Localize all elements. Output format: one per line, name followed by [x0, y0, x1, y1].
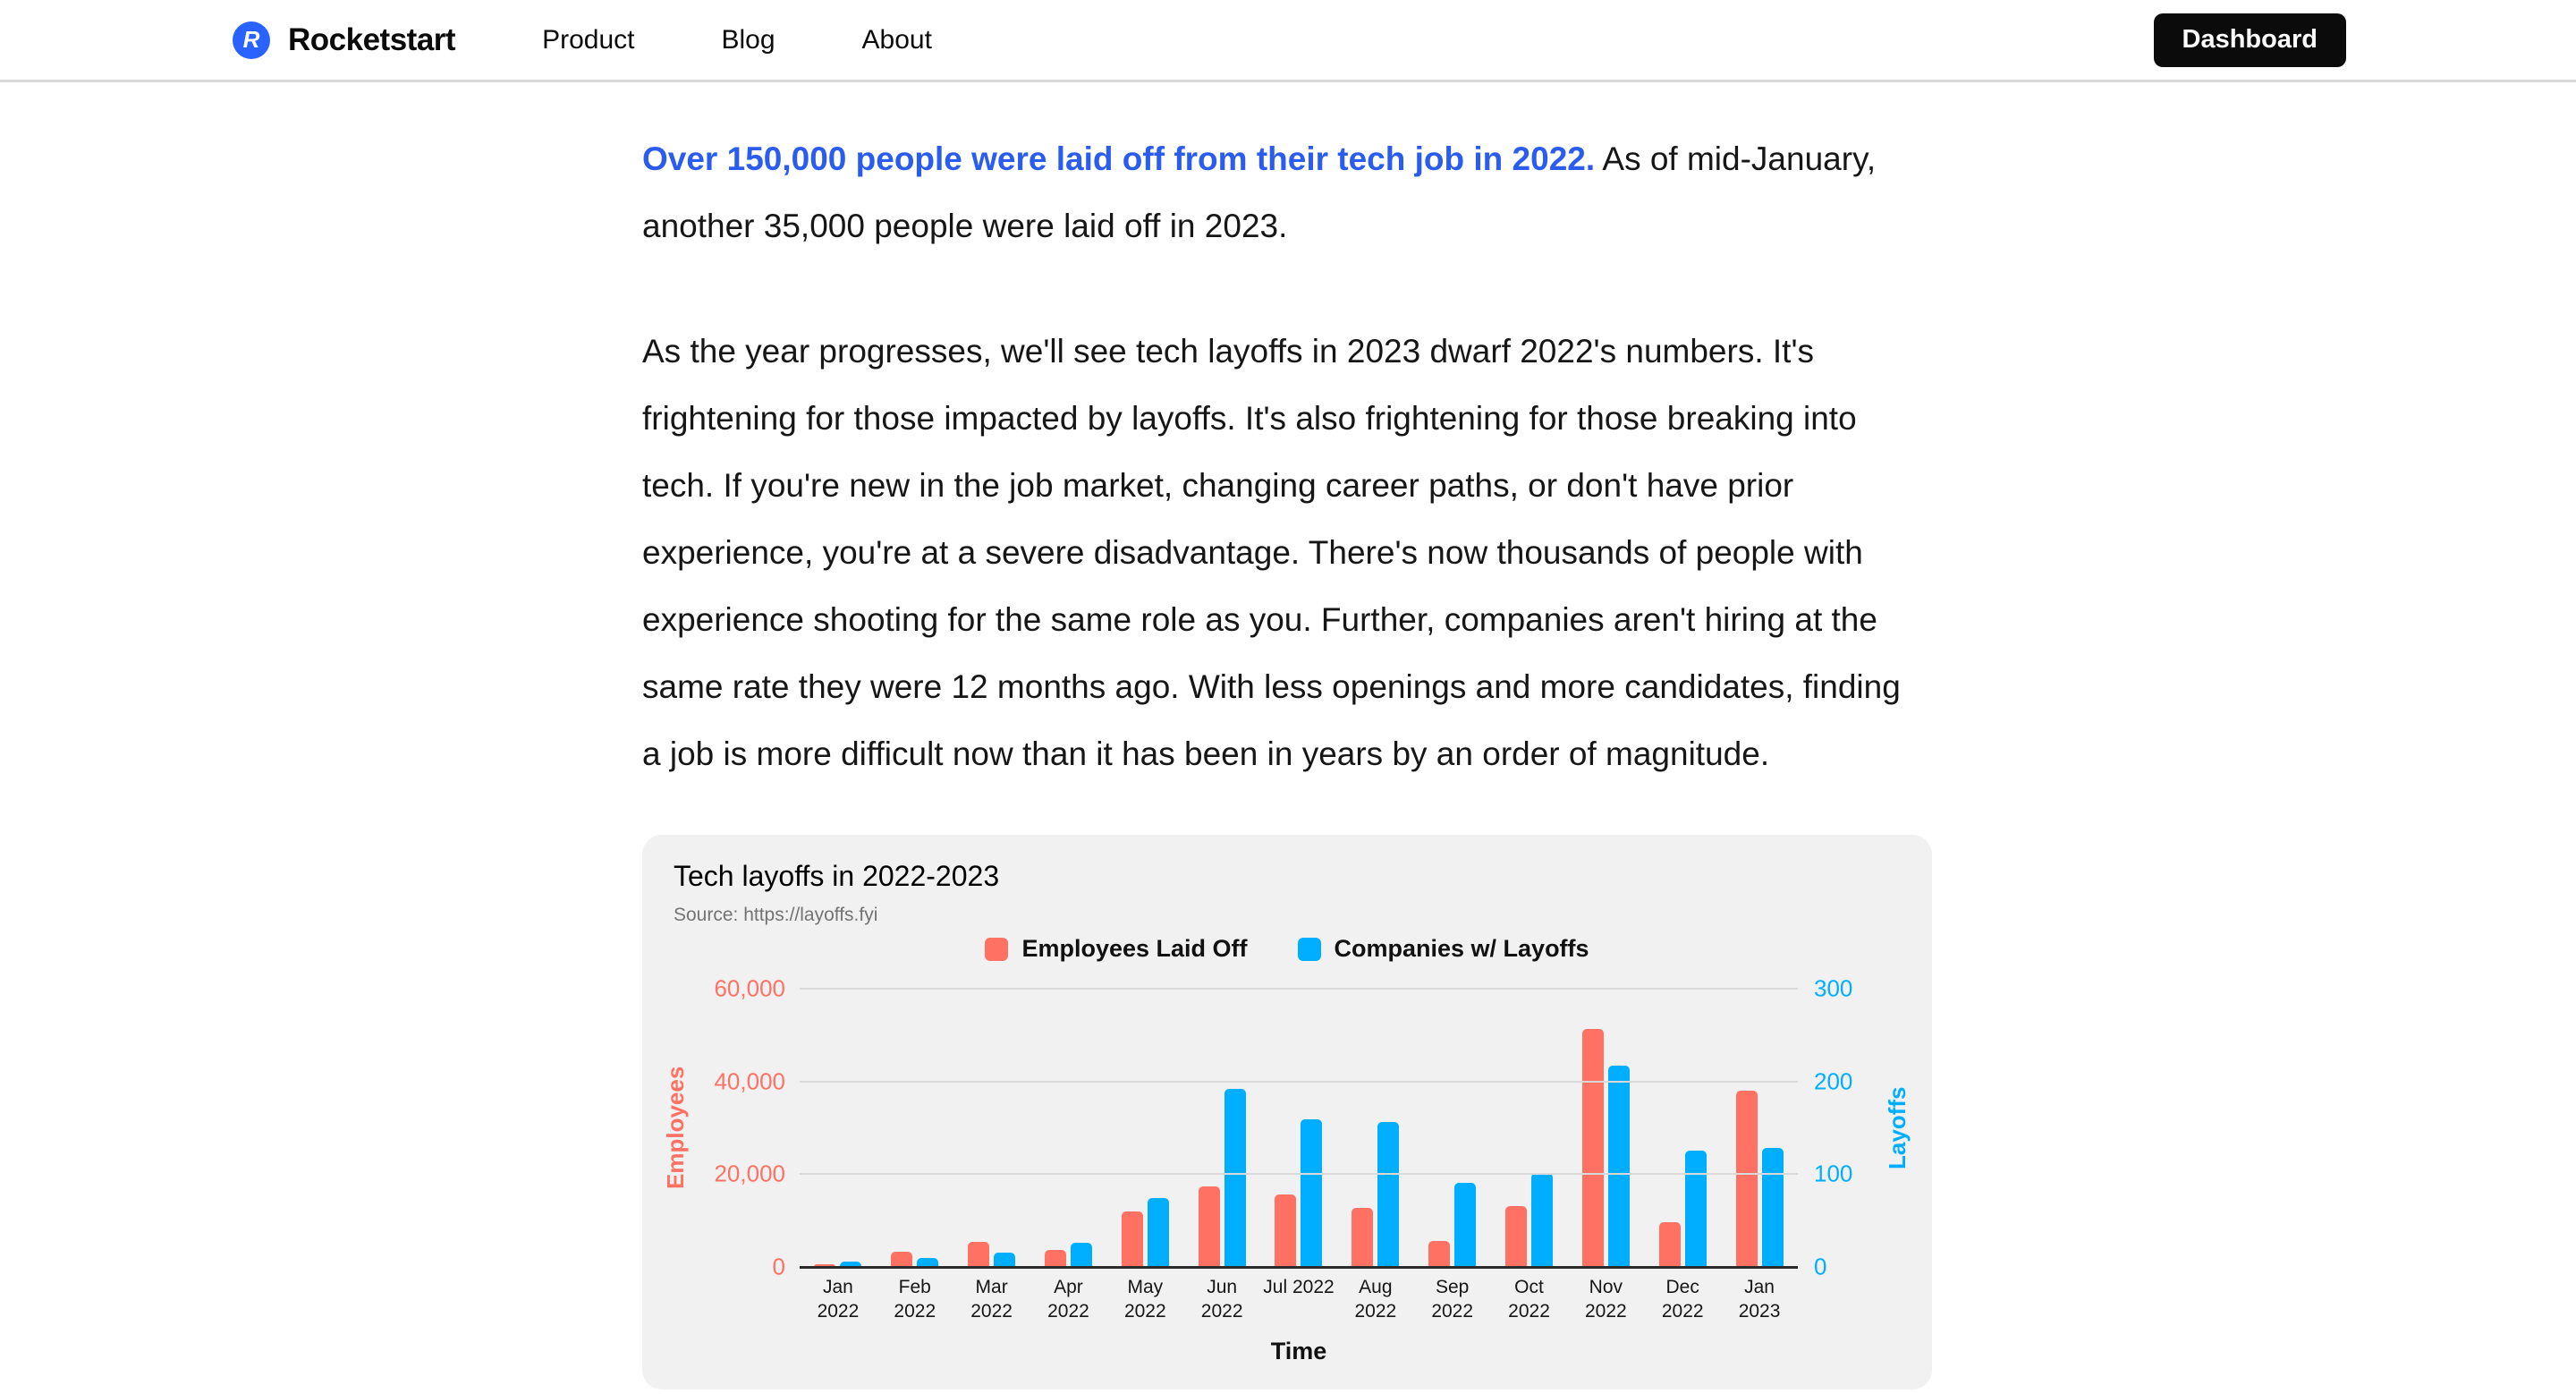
x-tick-label: May 2022 [1123, 1277, 1166, 1322]
axis-tick-label: 60,000 [714, 974, 785, 1002]
legend-item: Companies w/ Layoffs [1297, 935, 1589, 963]
bar-group-oct-2022 [1491, 1173, 1568, 1267]
legend-swatch-icon [1297, 937, 1321, 961]
axis-tick-label: 100 [1814, 1160, 1853, 1187]
rocketstart-logo-icon: R [233, 21, 270, 59]
x-axis-title: Time [1270, 1338, 1327, 1364]
x-tick-label: Oct 2022 [1508, 1277, 1550, 1322]
top-nav: R Rocketstart Product Blog About Dashboard [0, 0, 2576, 82]
companies-w-layoffs-bar[interactable] [1531, 1173, 1554, 1267]
bar-group-sep-2022 [1414, 1182, 1491, 1267]
chart-source: Source: https://layoffs.fyi [674, 905, 878, 925]
nav-link-blog[interactable]: Blog [721, 24, 775, 55]
axis-tick-label: 0 [772, 1253, 785, 1280]
axis-tick-label: 40,000 [714, 1067, 785, 1095]
axis-tick-label: 300 [1814, 974, 1853, 1002]
x-tick-label: Jan 2023 [1738, 1277, 1781, 1322]
x-tick-label: Apr 2022 [1047, 1277, 1089, 1322]
legend-swatch-icon [985, 937, 1009, 961]
lead-rest-text: As of mid-January, another 35,000 people… [642, 140, 1877, 244]
companies-w-layoffs-bar[interactable] [1224, 1088, 1246, 1267]
employees-laid-off-bar[interactable] [1044, 1249, 1066, 1267]
bar-group-jul-2022 [1260, 1119, 1337, 1267]
x-tick-label: Aug 2022 [1354, 1277, 1397, 1322]
companies-w-layoffs-bar[interactable] [917, 1257, 939, 1267]
employees-laid-off-bar[interactable] [1505, 1206, 1528, 1267]
x-tick-label: Jan 2022 [817, 1277, 860, 1322]
lead-paragraph: Over 150,000 people were laid off from t… [642, 125, 1905, 259]
employees-laid-off-bar[interactable] [1581, 1028, 1604, 1267]
companies-w-layoffs-bar[interactable] [1301, 1119, 1323, 1267]
nav-link-about[interactable]: About [861, 24, 932, 55]
employees-laid-off-bar[interactable] [968, 1241, 990, 1267]
x-tick-label: Dec 2022 [1661, 1277, 1704, 1322]
x-tick-label: Jun 2022 [1200, 1277, 1243, 1322]
bar-group-dec-2022 [1644, 1151, 1721, 1267]
article-body: Over 150,000 people were laid off from t… [642, 125, 1905, 787]
companies-w-layoffs-bar[interactable] [994, 1253, 1016, 1267]
employees-laid-off-bar[interactable] [1121, 1211, 1143, 1267]
companies-w-layoffs-bar[interactable] [840, 1261, 862, 1267]
employees-laid-off-bar[interactable] [1428, 1240, 1451, 1267]
body-paragraph: As the year progresses, we'll see tech l… [642, 333, 1901, 772]
right-axis-ticks: 0 100 200 300 [1814, 975, 1921, 1280]
bar-group-jun-2022 [1183, 1088, 1260, 1267]
bar-group-jan-2022 [800, 1261, 877, 1267]
legend-label: Employees Laid Off [1021, 935, 1248, 962]
layoffs-chart: Tech layoffs in 2022-2023 Source: https:… [642, 835, 1932, 1390]
brand-logo[interactable]: R Rocketstart [233, 21, 456, 59]
employees-laid-off-bar[interactable] [891, 1251, 913, 1267]
bar-group-feb-2022 [877, 1251, 953, 1267]
chart-plot-area [800, 988, 1798, 1269]
companies-w-layoffs-bar[interactable] [1761, 1148, 1784, 1267]
chart-title: Tech layoffs in 2022-2023 [674, 860, 1000, 892]
companies-w-layoffs-bar[interactable] [1070, 1243, 1092, 1267]
gridline [800, 1080, 1798, 1083]
bar-group-nov-2022 [1567, 1028, 1644, 1267]
dashboard-button[interactable]: Dashboard [2153, 13, 2346, 67]
nav-link-product[interactable]: Product [542, 24, 635, 55]
x-tick-label: Sep 2022 [1431, 1277, 1474, 1322]
brand-name: Rocketstart [288, 21, 456, 57]
gridline [800, 988, 1798, 990]
companies-w-layoffs-bar[interactable] [1607, 1066, 1630, 1267]
employees-laid-off-bar[interactable] [1735, 1091, 1758, 1267]
companies-w-layoffs-bar[interactable] [1454, 1182, 1477, 1267]
companies-w-layoffs-bar[interactable] [1684, 1151, 1707, 1267]
employees-laid-off-bar[interactable] [1198, 1186, 1220, 1267]
x-tick-label: Nov 2022 [1585, 1277, 1627, 1322]
employees-laid-off-bar[interactable] [1658, 1222, 1681, 1267]
nav-links: Product Blog About [542, 25, 932, 55]
employees-laid-off-bar[interactable] [814, 1263, 836, 1267]
axis-tick-label: 200 [1814, 1067, 1853, 1095]
bar-group-apr-2022 [1030, 1243, 1107, 1267]
employees-laid-off-bar[interactable] [1352, 1207, 1374, 1267]
axis-tick-label: 0 [1814, 1253, 1827, 1280]
left-axis-ticks: 0 20,000 40,000 60,000 [642, 975, 785, 1280]
axis-tick-label: 20,000 [714, 1160, 785, 1187]
bar-group-mar-2022 [953, 1241, 1030, 1267]
x-tick-label: Jul 2022 [1263, 1277, 1335, 1297]
bar-group-aug-2022 [1337, 1122, 1414, 1267]
companies-w-layoffs-bar[interactable] [1377, 1122, 1400, 1267]
x-axis-line [800, 1266, 1798, 1269]
x-tick-label: Mar 2022 [970, 1277, 1013, 1322]
x-axis-ticks: Jan 2022 Feb 2022 Mar 2022 Apr 2022 May 2022 Jun 20… [800, 1275, 1798, 1323]
chart-bars [800, 989, 1798, 1267]
legend-item: Employees Laid Off [985, 935, 1248, 963]
gridline [800, 1173, 1798, 1176]
lead-highlight-text: Over 150,000 people were laid off from t… [642, 140, 1596, 177]
bar-group-may-2022 [1106, 1198, 1183, 1267]
bar-group-jan-2023 [1721, 1091, 1798, 1267]
legend-label: Companies w/ Layoffs [1334, 935, 1589, 962]
chart-legend: Employees Laid Off Companies w/ Layoffs [642, 935, 1932, 963]
x-tick-label: Feb 2022 [894, 1277, 936, 1322]
employees-laid-off-bar[interactable] [1275, 1194, 1297, 1267]
companies-w-layoffs-bar[interactable] [1147, 1198, 1169, 1267]
